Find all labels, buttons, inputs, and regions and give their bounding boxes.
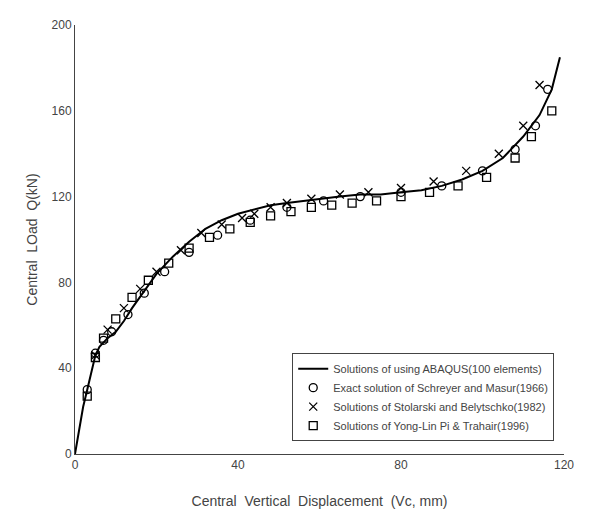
svg-text:Central Vertical Displacemen: Central Vertical Displacement (Vc, mm) (192, 493, 448, 509)
svg-text:80: 80 (58, 276, 72, 290)
svg-text:120: 120 (52, 190, 72, 204)
svg-text:Solutions of Yong-Lin Pi & Tra: Solutions of Yong-Lin Pi & Trahair(1996) (333, 420, 529, 432)
svg-text:0: 0 (65, 447, 72, 461)
svg-text:0: 0 (72, 458, 79, 472)
svg-text:Solutions of Stolarski and Bel: Solutions of Stolarski and Belytschko(19… (333, 401, 545, 413)
svg-text:Exact solution of Schreyer and: Exact solution of Schreyer and Masur(196… (333, 382, 548, 394)
svg-text:40: 40 (58, 361, 72, 375)
svg-text:120: 120 (554, 458, 574, 472)
svg-text:Solutions of using ABAQUS(100: Solutions of using ABAQUS(100 elements) (333, 363, 542, 375)
svg-text:160: 160 (52, 104, 72, 118)
svg-text:200: 200 (52, 18, 72, 32)
svg-text:80: 80 (394, 458, 408, 472)
svg-text:40: 40 (231, 458, 245, 472)
svg-text:Central LOad Q(kN): Central LOad Q(kN) (24, 173, 40, 305)
